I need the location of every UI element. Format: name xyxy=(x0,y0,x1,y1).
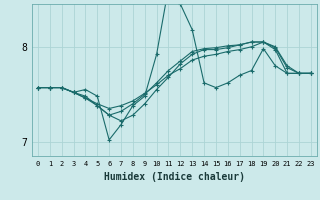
X-axis label: Humidex (Indice chaleur): Humidex (Indice chaleur) xyxy=(104,172,245,182)
